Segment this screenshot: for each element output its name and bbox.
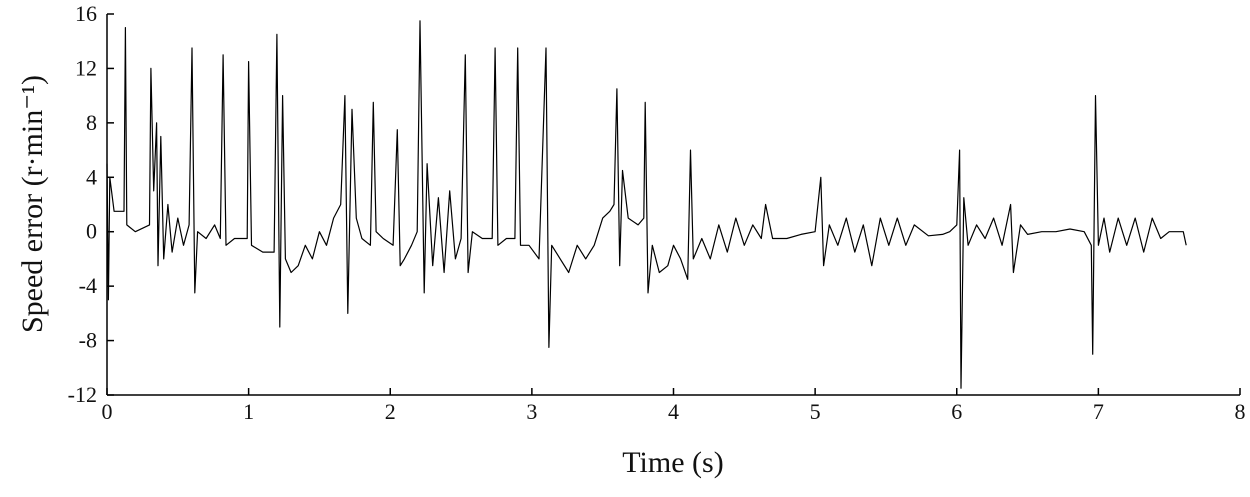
x-tick-label: 5 [810, 399, 821, 424]
y-tick-label: 16 [75, 1, 97, 26]
data-line [106, 20, 1187, 389]
y-tick-label: -4 [79, 273, 97, 298]
y-tick-label: 0 [86, 219, 97, 244]
x-tick-label: 2 [385, 399, 396, 424]
x-tick-label: 4 [668, 399, 679, 424]
x-tick-label: 6 [951, 399, 962, 424]
x-tick-label: 0 [102, 399, 113, 424]
y-axis-label: Speed error (r·min⁻¹) [16, 75, 49, 333]
x-axis-label: Time (s) [622, 446, 723, 479]
y-tick-label: 8 [86, 110, 97, 135]
x-tick-label: 7 [1093, 399, 1104, 424]
x-tick-label: 3 [526, 399, 537, 424]
y-tick-label: -12 [68, 382, 97, 407]
y-tick-label: 4 [86, 164, 97, 189]
y-tick-label: -8 [79, 328, 97, 353]
x-tick-label: 8 [1235, 399, 1246, 424]
y-tick-label: 12 [75, 55, 97, 80]
x-tick-label: 1 [243, 399, 254, 424]
